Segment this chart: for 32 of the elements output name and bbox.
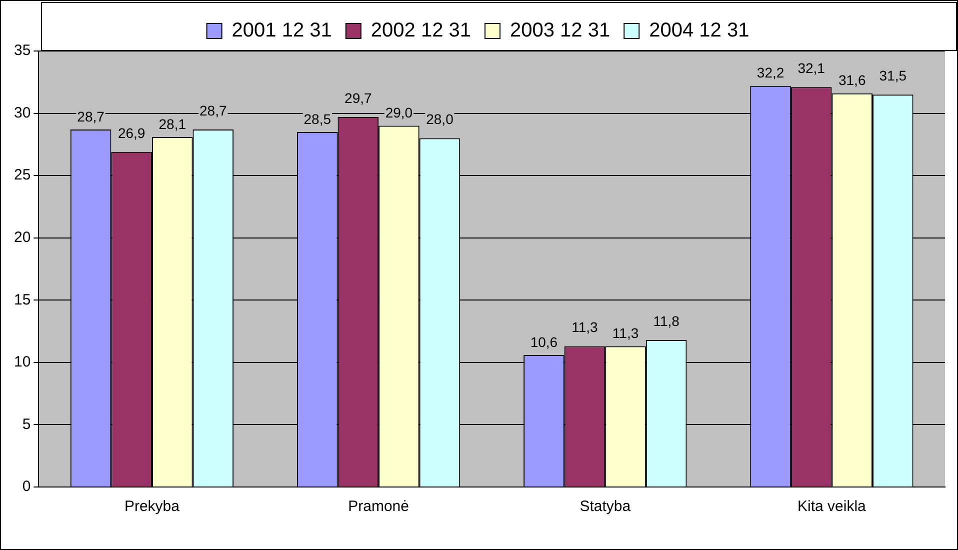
data-label: 28,1 [158, 116, 186, 132]
data-label: 32,1 [798, 60, 826, 76]
legend-label: 2002 12 31 [370, 20, 472, 42]
y-tick-label: 15 [14, 291, 31, 308]
y-tick-label: 10 [14, 354, 31, 371]
x-tick-label: Kita veikla [798, 498, 867, 516]
data-label: 31,6 [838, 72, 866, 88]
y-tick-label: 35 [14, 42, 31, 60]
legend-label: 2001 12 31 [232, 20, 332, 42]
data-label: 31,5 [879, 67, 907, 84]
x-tick-label: Pramonė [348, 498, 409, 516]
data-label: 11,3 [612, 325, 639, 342]
y-tick-label: 20 [14, 229, 31, 246]
x-tick-label: Prekyba [124, 498, 180, 516]
data-label: 28,7 [200, 102, 227, 118]
data-label: 29,7 [344, 90, 372, 106]
data-label: 10,6 [530, 334, 558, 350]
data-label: 28,5 [304, 110, 332, 127]
data-label: 28,0 [426, 111, 454, 128]
data-label: 26,9 [118, 124, 146, 141]
y-tick-label: 0 [22, 478, 31, 496]
data-label: 11,8 [653, 312, 680, 329]
y-tick-label: 25 [14, 166, 31, 184]
x-tick-label: Statyba [580, 498, 632, 516]
data-label: 29,0 [385, 104, 413, 121]
legend-label: 2004 12 31 [649, 20, 750, 42]
y-tick-label: 5 [22, 416, 31, 433]
legend-label: 2003 12 31 [510, 20, 610, 42]
data-label: 32,2 [756, 64, 784, 81]
data-label: 28,7 [77, 108, 105, 124]
data-label: 11,3 [572, 319, 598, 336]
y-tick-label: 30 [14, 104, 31, 122]
